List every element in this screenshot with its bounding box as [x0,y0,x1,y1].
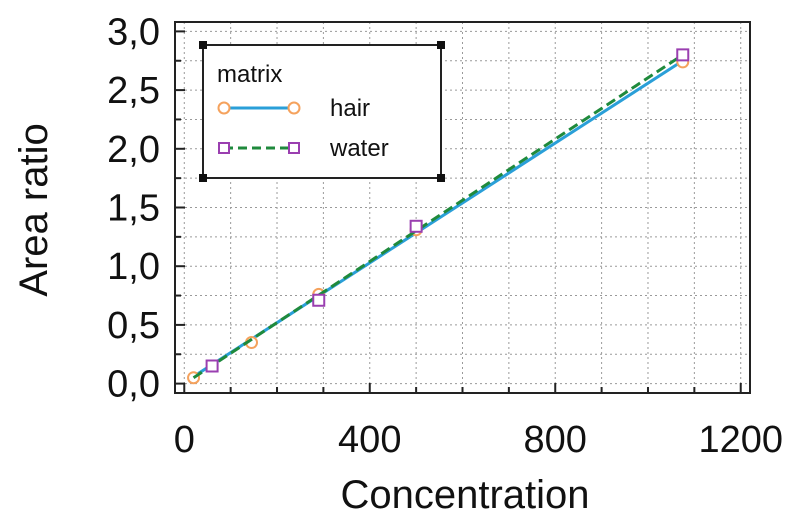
legend-hair-marker [217,101,231,115]
series-water-point [409,219,423,233]
x-axis-title: Concentration [340,473,589,517]
series-water-point [676,48,690,62]
y-tick-label: 2,0 [107,129,160,171]
series-water-fit-line [192,53,684,379]
y-tick-label: 1,0 [107,246,160,288]
y-tick-label: 0,5 [107,305,160,347]
legend-corner-handle [437,41,445,49]
legend-corner-handle [437,174,445,182]
legend-hair-marker [287,101,301,115]
x-tick-label: 1200 [698,419,783,461]
legend-title: matrix [217,61,282,88]
legend-box [202,44,442,179]
y-tick-label: 3,0 [107,11,160,53]
x-tick-label: 400 [338,419,401,461]
legend-label-water: water [329,135,389,162]
legend-water-marker [288,142,300,154]
y-tick-label: 0,0 [107,364,160,406]
series-water-point [205,359,219,373]
legend-corner-handle [199,41,207,49]
series-water-point [312,293,326,307]
x-tick-label: 0 [174,419,195,461]
legend: matrix hair water [199,41,445,182]
legend-corner-handle [199,174,207,182]
ticks-layer: 0 400 800 1200 0,0 0,5 1,0 1,5 2,0 2,5 3,0 [107,11,783,461]
y-tick-label: 1,5 [107,188,160,230]
x-tick-label: 800 [524,419,587,461]
legend-water-marker [218,142,230,154]
y-axis-title: Area ratio [12,123,56,296]
series-layer [187,48,690,385]
legend-label-hair: hair [330,95,370,122]
y-tick-label: 2,5 [107,70,160,112]
